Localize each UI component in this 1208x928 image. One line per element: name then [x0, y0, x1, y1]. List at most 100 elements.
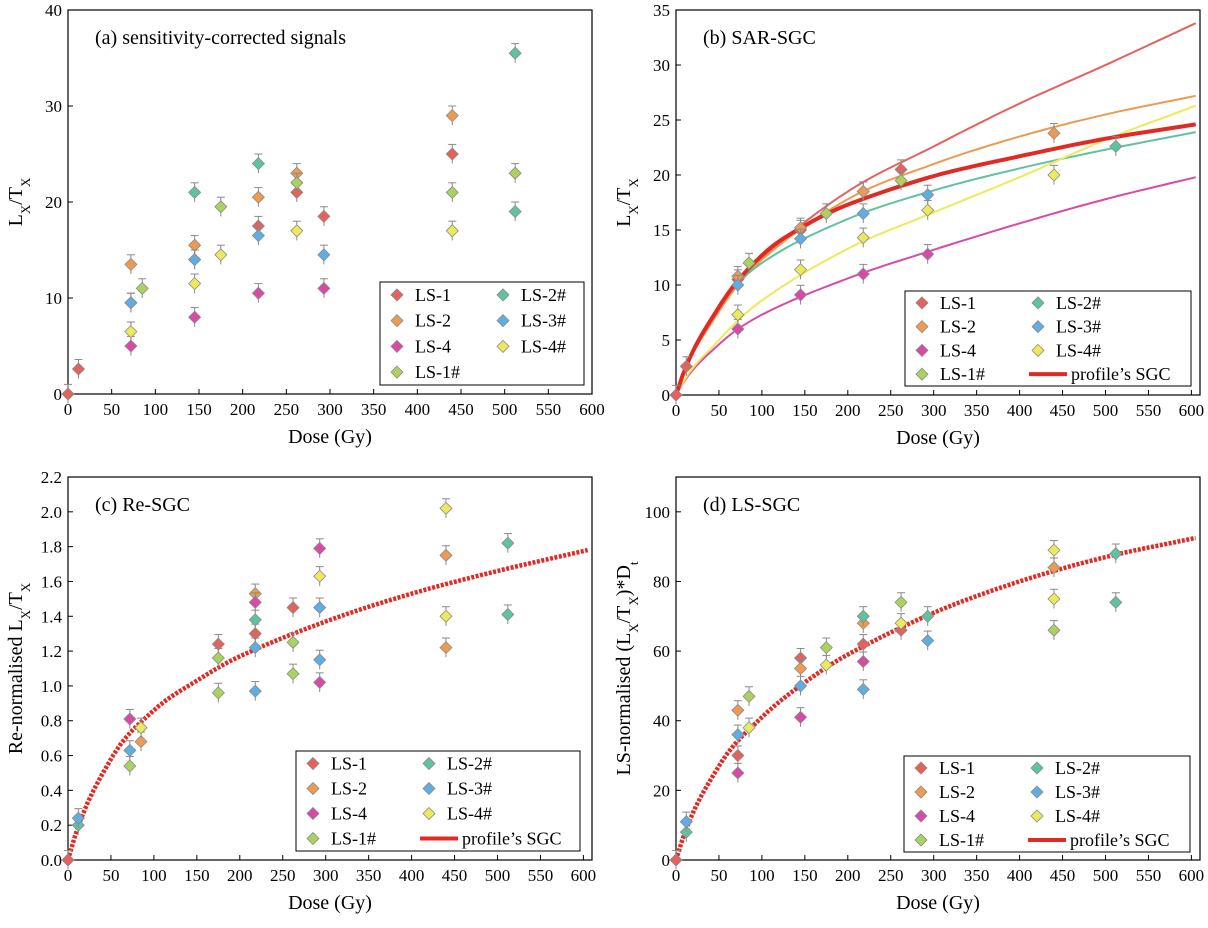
data-point — [793, 661, 808, 676]
data-point — [445, 147, 459, 161]
legend-label: LS-4 — [415, 336, 451, 356]
x-tick-label: 450 — [448, 400, 474, 419]
data-point — [856, 609, 870, 623]
y-axis-label: LS-normalised (LX/TX)*Dt — [613, 561, 641, 775]
legend-marker — [306, 806, 320, 821]
x-tick-label: 200 — [227, 866, 253, 885]
legend-marker — [496, 314, 510, 328]
x-axis-label: Dose (Gy) — [288, 892, 372, 914]
legend-marker — [914, 785, 928, 799]
y-tick-label: 25 — [653, 111, 670, 130]
legend-label: LS-3# — [521, 311, 566, 331]
legend-marker — [914, 809, 928, 823]
x-tick-label: 400 — [405, 400, 431, 419]
data-point — [508, 166, 522, 180]
data-point — [856, 206, 870, 221]
legend-label: LS-2# — [447, 754, 492, 774]
legend-label: LS-1 — [415, 285, 451, 305]
legend-label: profile’s SGC — [1070, 830, 1170, 850]
data-point — [894, 173, 908, 188]
y-tick-label: 15 — [653, 221, 670, 240]
data-point — [731, 308, 745, 322]
y-tick-label: 0.8 — [41, 712, 62, 731]
y-tick-label: 0 — [662, 386, 671, 405]
x-tick-label: 0 — [64, 866, 73, 885]
y-tick-label: 60 — [653, 642, 670, 661]
x-tick-label: 300 — [313, 866, 339, 885]
data-point — [793, 710, 808, 724]
legend-marker — [496, 339, 510, 353]
legend-marker — [1030, 761, 1044, 775]
data-point — [793, 263, 808, 277]
x-tick-label: 50 — [102, 866, 119, 885]
x-tick-label: 0 — [672, 866, 681, 885]
x-tick-label: 250 — [274, 400, 300, 419]
data-point — [248, 641, 262, 655]
x-tick-label: 450 — [1050, 866, 1076, 885]
legend-label: LS-2 — [415, 311, 451, 331]
data-point — [290, 176, 304, 190]
x-tick-label: 400 — [1007, 401, 1033, 420]
legend-marker — [1030, 809, 1044, 823]
data-point — [731, 322, 745, 336]
data-point — [1047, 623, 1061, 637]
x-tick-label: 350 — [356, 866, 382, 885]
data-point — [679, 815, 693, 829]
series-curve — [675, 176, 1196, 396]
y-tick-label: 30 — [653, 56, 670, 75]
data-point — [248, 684, 262, 698]
data-point — [135, 281, 149, 295]
x-tick-label: 150 — [792, 866, 818, 885]
legend-label: LS-2 — [331, 779, 367, 799]
data-point — [445, 224, 459, 238]
y-tick-label: 0.2 — [41, 816, 62, 835]
legend-marker — [915, 367, 929, 381]
data-point — [921, 247, 935, 261]
x-tick-label: 600 — [1179, 866, 1205, 885]
y-tick-label: 20 — [45, 193, 62, 212]
legend-marker — [914, 833, 928, 847]
data-point — [731, 748, 745, 763]
data-point — [188, 185, 202, 199]
x-tick-label: 550 — [536, 400, 562, 419]
data-point — [856, 231, 870, 245]
y-tick-label: 20 — [653, 781, 670, 800]
data-point — [793, 679, 808, 693]
panel-b-chart: 0 50 100 150 200 250 300 350 400 450 500 550 600 0 5 10… — [613, 1, 1204, 449]
data-point — [439, 548, 453, 562]
data-point — [439, 501, 453, 515]
data-point — [211, 651, 225, 665]
x-tick-label: 300 — [921, 866, 947, 885]
data-point — [819, 206, 833, 221]
data-point — [251, 190, 265, 204]
y-axis-label: Re-normalised LX/TX — [5, 582, 33, 754]
legend-label: LS-4 — [940, 340, 976, 360]
y-tick-label: 10 — [653, 276, 670, 295]
data-point — [188, 310, 202, 324]
data-point — [856, 267, 870, 281]
data-point — [731, 728, 745, 742]
profile-sgc-curve — [673, 535, 1197, 861]
legend-marker — [1031, 320, 1045, 334]
data-point — [819, 658, 833, 672]
x-tick-label: 300 — [317, 400, 343, 419]
legend-label: LS-1 — [940, 293, 976, 313]
data-point — [669, 853, 683, 867]
data-point — [214, 200, 228, 214]
data-point — [439, 641, 453, 655]
legend-label: profile’s SGC — [462, 829, 562, 849]
data-point — [124, 296, 138, 310]
legend-marker — [496, 288, 510, 302]
legend-label: LS-4 — [939, 806, 975, 826]
x-tick-label: 500 — [1093, 866, 1119, 885]
x-axis-label: Dose (Gy) — [896, 892, 980, 914]
data-point — [921, 609, 935, 623]
y-tick-label: 1.8 — [41, 538, 62, 557]
data-point — [742, 256, 756, 270]
y-tick-label: 100 — [645, 503, 671, 522]
x-tick-label: 500 — [1093, 401, 1119, 420]
legend-label: LS-4# — [521, 336, 566, 356]
data-point — [313, 569, 327, 583]
legend-label: LS-1# — [415, 362, 460, 382]
legend-box — [904, 290, 1192, 387]
